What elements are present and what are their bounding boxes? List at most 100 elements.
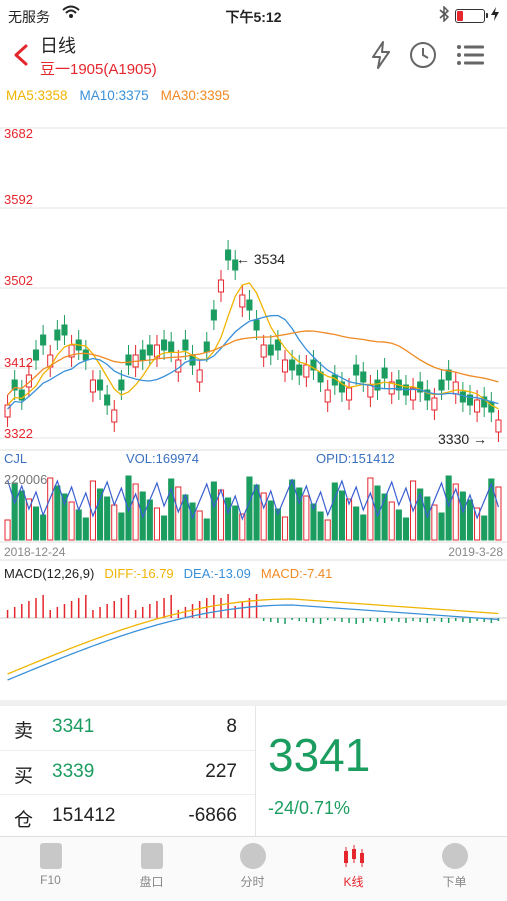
- volume-bar: [96, 488, 104, 541]
- volume-bar: [402, 517, 410, 541]
- candle: [459, 391, 466, 403]
- candle: [253, 319, 260, 331]
- volume-bar: [466, 499, 474, 541]
- ma5-label: MA5:3358: [6, 88, 68, 103]
- volume-bar: [146, 499, 153, 541]
- candle: [246, 299, 253, 311]
- candle: [82, 349, 89, 361]
- volume-bar: [32, 506, 40, 541]
- diff-label: DIFF:-16.79: [104, 566, 174, 581]
- tab-order-book[interactable]: 盘口: [101, 843, 202, 890]
- ma30-line: [7, 330, 499, 396]
- back-button[interactable]: [8, 40, 34, 70]
- dea-label: DEA:-13.09: [183, 566, 251, 581]
- volume-bar: [360, 514, 367, 541]
- low-marker: 3330 →: [438, 431, 488, 447]
- candle: [125, 354, 132, 366]
- candle: [303, 364, 310, 378]
- volume-bar: [253, 484, 260, 541]
- volume-bar: [296, 487, 303, 541]
- order-book: 卖 3341 8 买 3339 227 仓 151412 -6866: [0, 706, 255, 836]
- opid-line: [6, 478, 500, 521]
- candle: [274, 339, 281, 351]
- candle: [32, 349, 40, 361]
- clock: 下午5:12: [225, 9, 282, 25]
- volume-bar: [431, 504, 438, 541]
- tab-f10[interactable]: F10: [0, 843, 101, 887]
- macd-svg: [0, 594, 507, 681]
- volume-bar: [445, 475, 452, 541]
- volume-title: CJL: [4, 451, 28, 466]
- diff-line: [7, 598, 499, 675]
- volume-bar: [4, 519, 11, 541]
- volume-bar: [75, 509, 82, 541]
- candle: [353, 364, 360, 376]
- last-price: 3341: [268, 729, 371, 781]
- candle: [61, 324, 68, 336]
- kline-svg: [0, 127, 507, 561]
- page-title: 日线: [40, 36, 76, 56]
- ma-lines: [7, 282, 499, 410]
- candle: [495, 419, 502, 433]
- volume-bar: [338, 490, 345, 541]
- volume-bar: [495, 486, 502, 541]
- tab-intraday[interactable]: 分时: [202, 843, 303, 890]
- volume-bar: [246, 476, 253, 541]
- candle: [381, 367, 388, 379]
- tab-place-order[interactable]: 下单: [404, 843, 505, 890]
- bluetooth-icon: [439, 5, 450, 25]
- volume-bar: [374, 485, 381, 541]
- candle: [474, 399, 481, 413]
- macd-legend: MACD(12,26,9) DIFF:-16.79 DEA:-13.09 MAC…: [4, 566, 332, 581]
- tab-kline[interactable]: K线: [303, 843, 404, 890]
- candle: [161, 339, 168, 351]
- volume-bar: [388, 501, 395, 541]
- volume-bar: [47, 477, 54, 541]
- volume-bar: [395, 509, 402, 541]
- candle: [139, 349, 146, 361]
- ma10-line: [7, 314, 499, 410]
- candle: [452, 381, 459, 395]
- lightning-icon[interactable]: [364, 38, 398, 72]
- download-icon: [441, 843, 468, 869]
- candle: [203, 341, 210, 353]
- volume-bar: [11, 482, 18, 541]
- volume-bar: [303, 495, 310, 541]
- volume-bar: [104, 496, 111, 541]
- menu-icon[interactable]: [454, 38, 488, 72]
- tab-label: K线: [343, 875, 364, 889]
- ma10-label: MA10:3375: [79, 88, 149, 103]
- volume-bar: [267, 500, 274, 541]
- candle: [281, 359, 289, 373]
- volume-bar: [132, 483, 139, 541]
- volume-value: VOL:169974: [126, 451, 200, 466]
- candle: [424, 389, 431, 401]
- dea-line: [7, 604, 499, 681]
- candle: [18, 389, 25, 401]
- header: 日线 豆一1905(A1905): [0, 30, 507, 82]
- bid-price: 3339: [52, 761, 95, 782]
- candle: [417, 381, 424, 393]
- position-change: -6866: [188, 805, 237, 826]
- candle: [267, 344, 274, 356]
- volume-bar: [345, 498, 353, 541]
- ask-label: 卖: [14, 721, 34, 742]
- candles: [4, 240, 502, 442]
- candle: [40, 334, 47, 346]
- ask-qty: 8: [226, 716, 237, 737]
- price-change: -24/0.71%: [268, 798, 351, 818]
- kline-chart[interactable]: 3682 3592 3502 3412 3322 ← 3534 3330 → C…: [0, 120, 507, 570]
- position-value: 151412: [52, 805, 116, 826]
- volume-bar: [118, 512, 125, 541]
- candlestick-icon: [341, 843, 367, 869]
- volume-bar: [353, 506, 360, 541]
- chart-grid: [0, 127, 507, 561]
- volume-bar: [161, 515, 168, 541]
- candle: [438, 379, 445, 391]
- volume-bar: [274, 508, 281, 541]
- candle: [260, 344, 267, 358]
- clock-icon[interactable]: [406, 38, 440, 72]
- position-label: 仓: [14, 810, 34, 831]
- candle: [410, 387, 417, 401]
- volume-bar: [82, 517, 89, 541]
